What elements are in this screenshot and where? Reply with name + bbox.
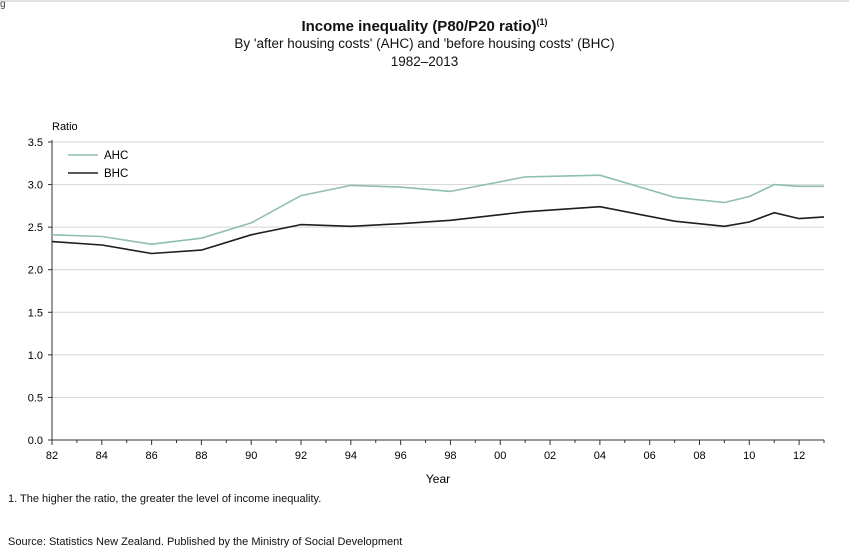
y-tick-label: 2.5 [28,222,43,234]
footnote: 1. The higher the ratio, the greater the… [8,493,322,505]
x-axis-label: Year [426,472,450,486]
corner-text: g [0,0,6,10]
y-tick-label: 2.0 [28,265,43,277]
x-tick-label: 98 [444,450,456,462]
y-tick-label: 0.5 [28,392,43,404]
x-tick-label: 12 [793,450,805,462]
x-tick-label: 84 [96,450,108,462]
title-footnote-marker: (1) [536,17,548,27]
chart-subtitle: By 'after housing costs' (AHC) and 'befo… [234,36,615,51]
chart-title-text: Income inequality (P80/P20 ratio) [301,18,537,35]
y-tick-label: 3.0 [28,180,43,192]
y-tick-labels: 0.0 0.5 1.0 1.5 2.0 2.5 3.0 3.5 [28,137,52,447]
x-tick-label: 88 [195,450,207,462]
chart-title: Income inequality (P80/P20 ratio)(1) [0,17,849,35]
x-tick-label: 96 [395,450,407,462]
series-line-ahc [51,174,824,245]
y-tick-label: 1.0 [28,350,43,362]
gridlines [52,141,824,398]
source-note: Source: Statistics New Zealand. Publishe… [8,536,403,548]
y-axis-label: Ratio [52,121,78,133]
y-tick-label: 1.5 [28,307,43,319]
x-tick-label: 00 [494,450,506,462]
x-tick-label: 04 [594,450,606,462]
series-lines [51,174,825,255]
x-tick-label: 82 [46,450,58,462]
x-tick-labels: 82 84 86 88 90 92 94 96 98 00 02 04 06 08 10 12 [46,440,825,462]
x-tick-label: 92 [295,450,307,462]
axes: Ratio Year [51,121,824,486]
legend: AHC BHC [68,150,128,180]
y-tick-label: 0.0 [28,435,43,447]
chart-date-range: 1982–2013 [390,54,459,69]
x-tick-label: 08 [693,450,705,462]
series-line-bhc [51,205,825,255]
x-tick-label: 86 [145,450,157,462]
x-tick-label: 10 [743,450,755,462]
y-tick-label: 3.5 [28,137,43,149]
x-tick-label: 02 [544,450,556,462]
legend-label-ahc: AHC [104,150,128,162]
x-tick-label: 90 [245,450,257,462]
x-tick-label: 06 [644,450,656,462]
top-border [0,0,849,2]
legend-label-bhc: BHC [104,168,128,180]
x-tick-label: 94 [345,450,357,462]
